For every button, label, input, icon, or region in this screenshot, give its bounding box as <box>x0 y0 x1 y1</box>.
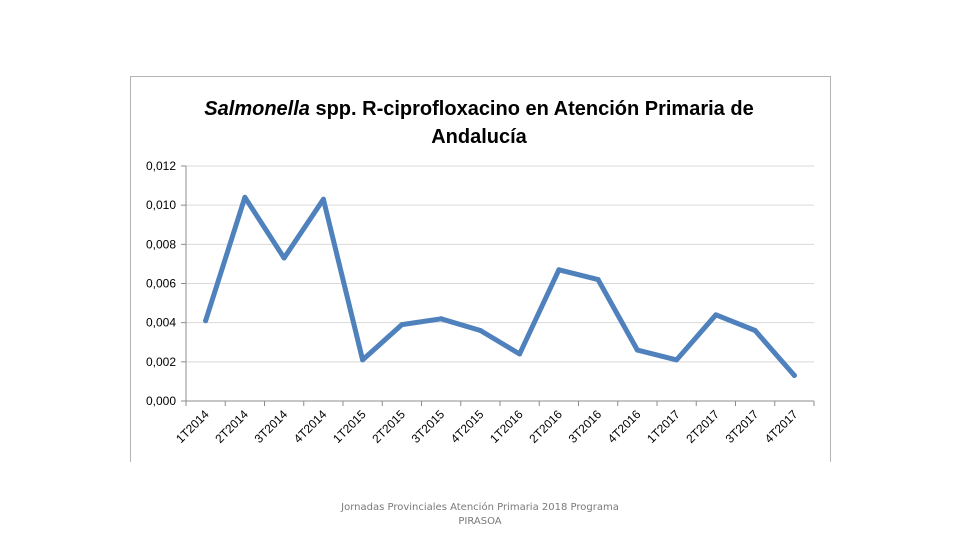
chart-title-italic: Salmonella <box>204 98 310 120</box>
data-point <box>360 357 366 363</box>
x-tick-label: 1T2016 <box>487 407 526 446</box>
data-point <box>517 351 523 357</box>
x-tick-label: 4T2015 <box>448 407 487 446</box>
data-point <box>713 312 719 318</box>
x-tick-label: 2T2015 <box>369 407 408 446</box>
data-point <box>674 357 680 363</box>
data-point <box>399 322 405 328</box>
data-point <box>752 328 758 333</box>
y-tick-label: 0,012 <box>146 159 176 173</box>
data-point <box>242 194 248 200</box>
series-line <box>203 194 797 378</box>
line-chart: Salmonella spp. R-ciprofloxacino en Aten… <box>146 98 815 446</box>
data-point <box>203 318 209 324</box>
x-tick-label: 3T2014 <box>252 407 291 446</box>
x-tick-label: 4T2017 <box>762 407 801 446</box>
y-tick-labels: 0,000 0,002 0,004 0,006 0,008 0,010 0,012 <box>146 159 176 408</box>
x-tick-label: 2T2016 <box>526 407 565 446</box>
x-tick-labels: 1T2014 2T2014 3T2014 4T2014 1T2015 2T2015 3T20… <box>173 407 801 446</box>
series-layer <box>203 194 797 379</box>
y-tick-label: 0,010 <box>146 198 176 212</box>
x-tick-label: 2T2014 <box>212 407 251 446</box>
footer: Jornadas Provinciales Atención Primaria … <box>330 501 630 529</box>
data-point <box>634 347 640 353</box>
x-tick-label: 1T2014 <box>173 407 212 446</box>
axes <box>181 165 815 406</box>
data-point <box>477 328 483 333</box>
x-tick-label: 3T2015 <box>409 407 448 446</box>
chart-title-line2: Andalucía <box>431 126 527 148</box>
footer-line-2: PIRASOA <box>458 516 502 527</box>
y-tick-label: 0,004 <box>146 316 176 330</box>
x-tick-label: 3T2016 <box>566 407 605 446</box>
x-tick-label: 1T2015 <box>330 407 369 446</box>
data-point <box>556 267 562 273</box>
y-tick-label: 0,000 <box>146 394 176 408</box>
x-tick-label: 4T2016 <box>605 407 644 446</box>
x-tick-label: 2T2017 <box>683 407 722 446</box>
data-point <box>791 373 797 379</box>
data-point <box>281 255 287 261</box>
data-point <box>438 316 444 322</box>
data-point <box>320 196 326 202</box>
x-tick-label: 1T2017 <box>644 407 683 446</box>
data-point <box>595 277 601 283</box>
chart-title-line1: Salmonella spp. R-ciprofloxacino en Aten… <box>204 98 753 120</box>
gridlines <box>186 165 814 363</box>
chart-title-rest: spp. R-ciprofloxacino en Atención Primar… <box>310 98 754 120</box>
x-tick-label: 4T2014 <box>291 407 330 446</box>
chart-frame: Salmonella spp. R-ciprofloxacino en Aten… <box>130 76 831 462</box>
footer-line-1: Jornadas Provinciales Atención Primaria … <box>341 502 619 513</box>
x-tick-label: 3T2017 <box>723 407 762 446</box>
y-tick-label: 0,006 <box>146 277 176 291</box>
y-tick-label: 0,008 <box>146 237 176 251</box>
y-tick-label: 0,002 <box>146 355 176 369</box>
